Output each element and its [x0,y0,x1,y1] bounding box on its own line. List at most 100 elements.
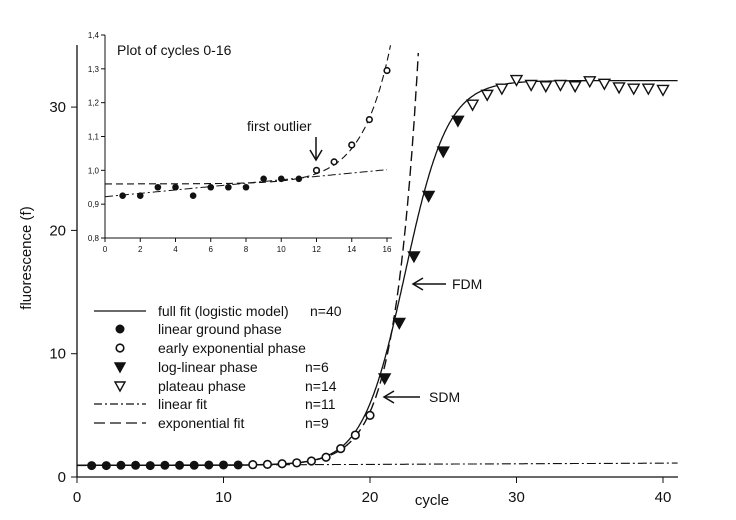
plateau-point [509,74,524,87]
inset-y-tick-label: 1,2 [88,99,100,108]
inset-x-tick-label: 0 [103,245,108,254]
ground-phase-point [87,461,97,471]
log-linear-point [377,373,392,386]
y-tick-label: 0 [58,469,66,486]
y-axis-label: fluorescence (f) [18,206,35,309]
legend-label: linear ground phase [158,321,282,337]
inset-plot: 0 2 4 6 8 10 12 14 16 0,8 0,9 1,0 1,1 1,2 1,3 1,4 [88,31,392,254]
inset-y-tick-label: 0,8 [88,234,100,243]
legend-label: linear fit [158,396,207,412]
early-exponential-point [330,158,338,166]
ground-phase-point [160,460,170,470]
inset-x-tick-label: 10 [277,245,286,254]
y-tick-label: 20 [49,222,66,239]
ground-phase-point [154,183,162,191]
y-tick-label: 10 [49,346,66,363]
early-exponential-point [292,458,302,468]
ground-phase-point [242,183,250,191]
ground-phase-point [189,460,199,470]
linear-fit-line [77,462,678,467]
legend-count: n=6 [305,359,329,375]
legend-count: n=14 [305,378,337,394]
plateau-point [539,81,553,94]
ground-phase-point [136,192,144,200]
inset-x-tick-label: 6 [209,245,214,254]
inset-y-tick-label: 0,9 [88,200,100,209]
x-tick-label: 0 [73,489,81,506]
early-exponential-point [336,444,346,454]
legend-count: n=40 [310,303,342,319]
early-exponential-point [365,115,373,124]
plateau-point [597,78,612,91]
inset-y-tick-label: 1,4 [88,31,100,40]
plateau-point [641,83,656,96]
plateau-point [583,76,597,89]
legend-swatch-plateau [113,381,127,393]
x-tick-label: 40 [655,489,672,506]
main-plot-area [77,52,678,471]
log-linear-point [421,190,436,203]
early-exponential-point [248,460,258,470]
plateau-point [465,99,480,112]
legend-count: n=9 [305,415,329,431]
ground-phase-point [295,175,303,183]
legend-label: log-linear phase [158,359,258,375]
inset-y-tick-label: 1,0 [88,166,100,175]
first-outlier-arrow-head [309,149,323,162]
legend-swatch-ground-phase [115,324,125,334]
early-exponential-point [365,410,375,420]
legend-count: n=11 [305,396,336,412]
fdm-label: FDM [452,276,482,292]
x-tick-label: 30 [508,489,525,506]
legend-label: full fit (logistic model) [158,303,289,319]
sdm-arrow-head [382,390,395,404]
early-exponential-point [383,66,391,75]
first-outlier-label: first outlier [247,118,312,134]
inset-x-tick-label: 12 [312,245,321,254]
inset-exponential-fit-line [105,45,392,185]
exponential-fit-line [77,52,419,466]
inset-x-tick-label: 2 [138,245,143,254]
legend: full fit (logistic model) n=40 linear grou… [94,303,342,431]
x-tick-label: 10 [215,489,232,506]
inset-x-tick-label: 14 [347,245,356,254]
early-exponential-point [306,456,317,466]
ground-phase-point [277,175,285,183]
x-axis-label: cycle [415,492,449,509]
inset-x-tick-label: 8 [244,245,249,254]
plateau-point [553,79,568,92]
plateau-point [612,82,626,95]
sdm-label: SDM [429,389,460,405]
inset-x-tick-label: 16 [383,245,392,254]
legend-swatch-early-exponential [115,343,125,353]
ground-phase-point [225,183,232,191]
log-linear-point [451,115,465,128]
early-exponential-point [312,166,321,174]
legend-label: plateau phase [158,378,246,394]
plateau-point [495,83,509,96]
fdm-arrow-head [411,277,424,291]
plateau-point [568,81,582,94]
ground-phase-point [119,192,126,200]
early-exponential-point [277,459,287,469]
ground-phase-point [131,460,141,470]
inset-y-tick-label: 1,1 [88,133,100,142]
ground-phase-point [260,175,267,183]
ground-phase-point [204,460,214,470]
inset-title: Plot of cycles 0-16 [117,42,232,58]
ground-phase-point [233,460,243,470]
early-exponential-point [348,141,356,149]
plateau-point [656,84,670,97]
ground-phase-point [145,461,155,471]
legend-swatch-log-linear [113,362,127,374]
early-exponential-point [262,459,273,469]
early-exponential-point [321,452,331,462]
plateau-point [524,79,538,92]
early-exponential-point [350,430,360,440]
log-linear-point [392,317,406,330]
x-tick-label: 20 [362,489,379,506]
legend-label: exponential fit [158,415,245,431]
ground-phase-point [175,460,185,470]
